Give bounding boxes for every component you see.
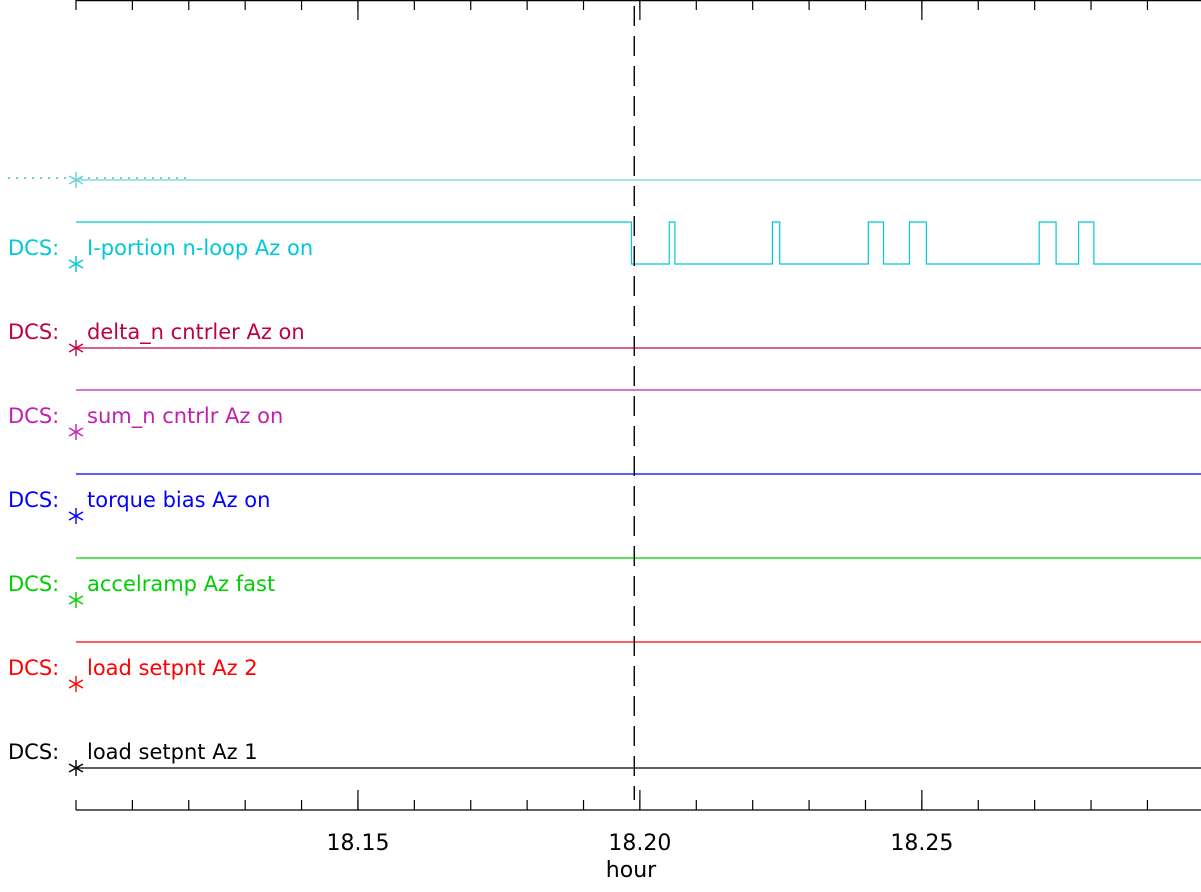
series-label-0: DCS: load setpnt Az 1 xyxy=(8,740,258,764)
series-marker-6 xyxy=(68,256,84,272)
x-tick-label: 18.25 xyxy=(890,831,953,856)
series-label-text: I-portion n-loop Az on xyxy=(87,236,313,260)
series-label-3: DCS: torque bias Az on xyxy=(8,488,270,512)
series-marker-stroke xyxy=(68,595,84,605)
x-axis-title: hour xyxy=(606,858,657,883)
series-marker-stroke xyxy=(68,679,84,689)
x-tick-label: 18.15 xyxy=(326,831,389,856)
series-label-prefix: DCS: xyxy=(8,572,59,596)
axes-group: 18.15 18.20 18.25 xyxy=(75,0,1201,856)
series-marker-5 xyxy=(68,340,84,356)
series-marker-stroke xyxy=(68,343,84,353)
series-label-prefix: DCS: xyxy=(8,320,59,344)
series-group: DCS: load setpnt Az 1 DCS: load setpnt Az 2… xyxy=(8,172,1201,776)
series-marker-4 xyxy=(68,424,84,440)
series-marker-3 xyxy=(68,508,84,524)
series-marker-1 xyxy=(68,676,84,692)
series-label-prefix: DCS: xyxy=(8,236,59,260)
series-label-prefix: DCS: xyxy=(8,656,59,680)
series-label-prefix: DCS: xyxy=(8,488,59,512)
series-label-text: delta_n cntrler Az on xyxy=(87,320,305,345)
series-marker-0 xyxy=(68,760,84,776)
series-label-prefix: DCS: xyxy=(8,404,59,428)
series-label-text: load setpnt Az 1 xyxy=(87,740,258,764)
series-marker-2 xyxy=(68,592,84,608)
series-label-text: accelramp Az fast xyxy=(87,572,275,596)
series-marker-stroke xyxy=(68,427,84,437)
series-label-2: DCS: accelramp Az fast xyxy=(8,572,275,596)
series-line-6 xyxy=(76,221,1201,265)
series-label-1: DCS: load setpnt Az 2 xyxy=(8,656,258,680)
series-label-text: torque bias Az on xyxy=(87,488,270,512)
series-marker-stroke xyxy=(68,511,84,521)
series-label-text: load setpnt Az 2 xyxy=(87,656,258,680)
series-label-5: DCS: delta_n cntrler Az on xyxy=(8,320,305,345)
series-label-6: DCS: I-portion n-loop Az on xyxy=(8,236,313,260)
series-marker-stroke xyxy=(68,763,84,773)
series-label-4: DCS: sum_n cntrlr Az on xyxy=(8,404,283,429)
x-tick-label: 18.20 xyxy=(608,831,671,856)
series-label-prefix: DCS: xyxy=(8,740,59,764)
series-marker-stroke xyxy=(68,259,84,269)
series-label-text: sum_n cntrlr Az on xyxy=(87,404,283,429)
